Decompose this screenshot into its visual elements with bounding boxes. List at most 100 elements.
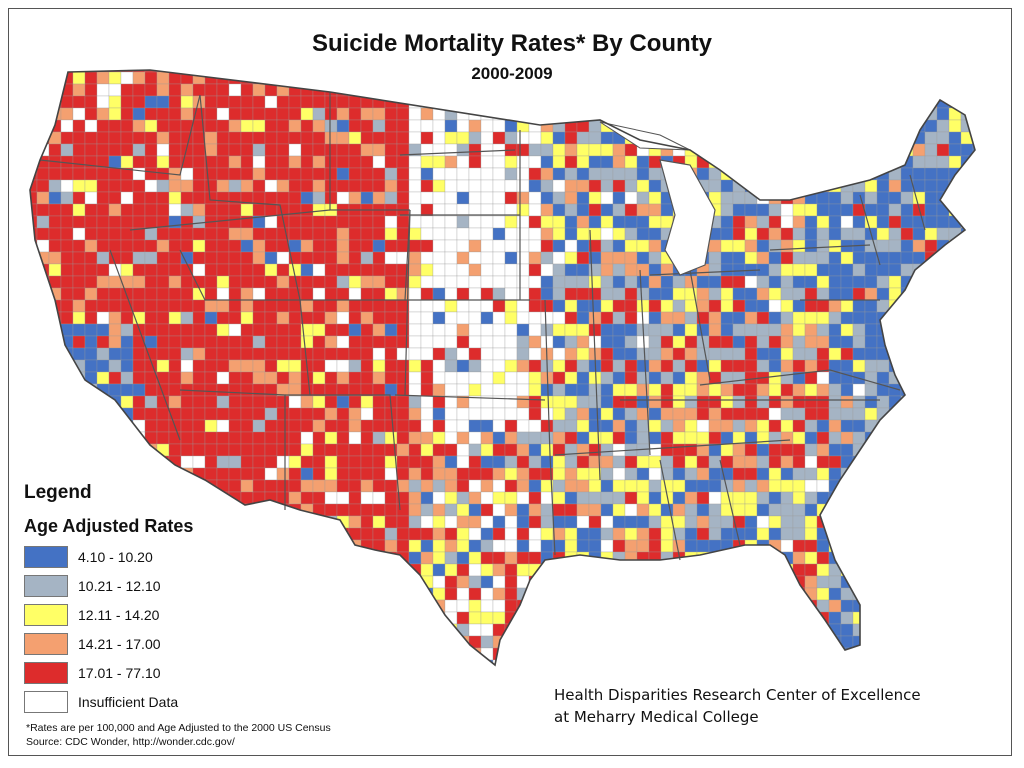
county-cell — [480, 539, 494, 553]
county-cell — [204, 635, 218, 649]
county-cell — [528, 203, 542, 217]
county-cell — [792, 635, 806, 649]
county-cell — [636, 359, 650, 373]
county-cell — [324, 491, 338, 505]
county-cell — [480, 311, 494, 325]
county-cell — [528, 467, 542, 481]
county-cell — [888, 479, 902, 493]
county-cell — [960, 635, 974, 649]
county-cell — [204, 251, 218, 265]
county-cell — [240, 467, 254, 481]
county-cell — [36, 311, 50, 325]
county-cell — [540, 587, 554, 601]
county-cell — [264, 419, 278, 433]
county-cell — [240, 143, 254, 157]
county-cell — [432, 167, 446, 181]
county-cell — [348, 263, 362, 277]
county-cell — [480, 203, 494, 217]
county-cell — [336, 299, 350, 313]
county-cell — [336, 467, 350, 481]
county-cell — [108, 443, 122, 457]
county-cell — [420, 203, 434, 217]
county-cell — [672, 383, 686, 397]
county-cell — [312, 623, 326, 637]
county-cell — [912, 335, 926, 349]
county-cell — [552, 611, 566, 625]
county-cell — [540, 383, 554, 397]
county-cell — [852, 575, 866, 589]
county-cell — [876, 503, 890, 517]
county-cell — [468, 143, 482, 157]
county-cell — [444, 635, 458, 649]
county-cell — [204, 455, 218, 469]
county-cell — [264, 467, 278, 481]
county-cell — [876, 587, 890, 601]
county-cell — [564, 551, 578, 565]
county-cell — [960, 275, 974, 289]
county-cell — [528, 119, 542, 133]
county-cell — [828, 299, 842, 313]
county-cell — [288, 167, 302, 181]
county-cell — [600, 191, 614, 205]
county-cell — [708, 143, 722, 157]
county-cell — [924, 83, 938, 97]
county-cell — [336, 251, 350, 265]
county-cell — [972, 407, 975, 421]
county-cell — [300, 455, 314, 469]
county-cell — [468, 467, 482, 481]
county-cell — [324, 179, 338, 193]
county-cell — [648, 215, 662, 229]
county-cell — [900, 467, 914, 481]
county-cell — [672, 275, 686, 289]
county-cell — [600, 179, 614, 193]
county-cell — [936, 587, 950, 601]
county-cell — [792, 119, 806, 133]
county-cell — [793, 672, 805, 684]
county-cell — [636, 335, 650, 349]
county-cell — [564, 179, 578, 193]
county-cell — [96, 263, 110, 277]
county-cell — [192, 599, 206, 613]
county-cell — [192, 587, 206, 601]
county-cell — [780, 131, 794, 145]
county-cell — [936, 539, 950, 553]
county-cell — [660, 635, 674, 649]
county-cell — [588, 299, 602, 313]
county-cell — [408, 239, 422, 253]
county-cell — [948, 191, 962, 205]
county-cell — [960, 575, 974, 589]
county-cell — [336, 443, 350, 457]
county-cell — [396, 347, 410, 361]
county-cell — [360, 503, 374, 517]
county-cell — [936, 119, 950, 133]
county-cell — [972, 131, 975, 145]
county-cell — [600, 107, 614, 121]
county-cell — [936, 635, 950, 649]
county-cell — [600, 635, 614, 649]
county-cell — [780, 179, 794, 193]
county-cell — [696, 299, 710, 313]
county-cell — [276, 587, 290, 601]
county-cell — [900, 659, 914, 665]
county-cell — [552, 659, 566, 665]
county-cell — [168, 395, 182, 409]
county-cell — [912, 419, 926, 433]
county-cell — [636, 275, 650, 289]
county-cell — [348, 227, 362, 241]
county-cell — [144, 335, 158, 349]
county-cell — [504, 443, 518, 457]
county-cell — [240, 179, 254, 193]
county-cell — [228, 467, 242, 481]
county-cell — [541, 672, 553, 684]
county-cell — [672, 623, 686, 637]
county-cell — [408, 419, 422, 433]
county-cell — [252, 611, 266, 625]
county-cell — [492, 335, 506, 349]
county-cell — [480, 455, 494, 469]
county-cell — [456, 359, 470, 373]
county-cell — [48, 83, 62, 97]
county-cell — [433, 672, 445, 684]
county-cell — [636, 155, 650, 169]
county-cell — [36, 203, 50, 217]
county-cell — [504, 407, 518, 421]
